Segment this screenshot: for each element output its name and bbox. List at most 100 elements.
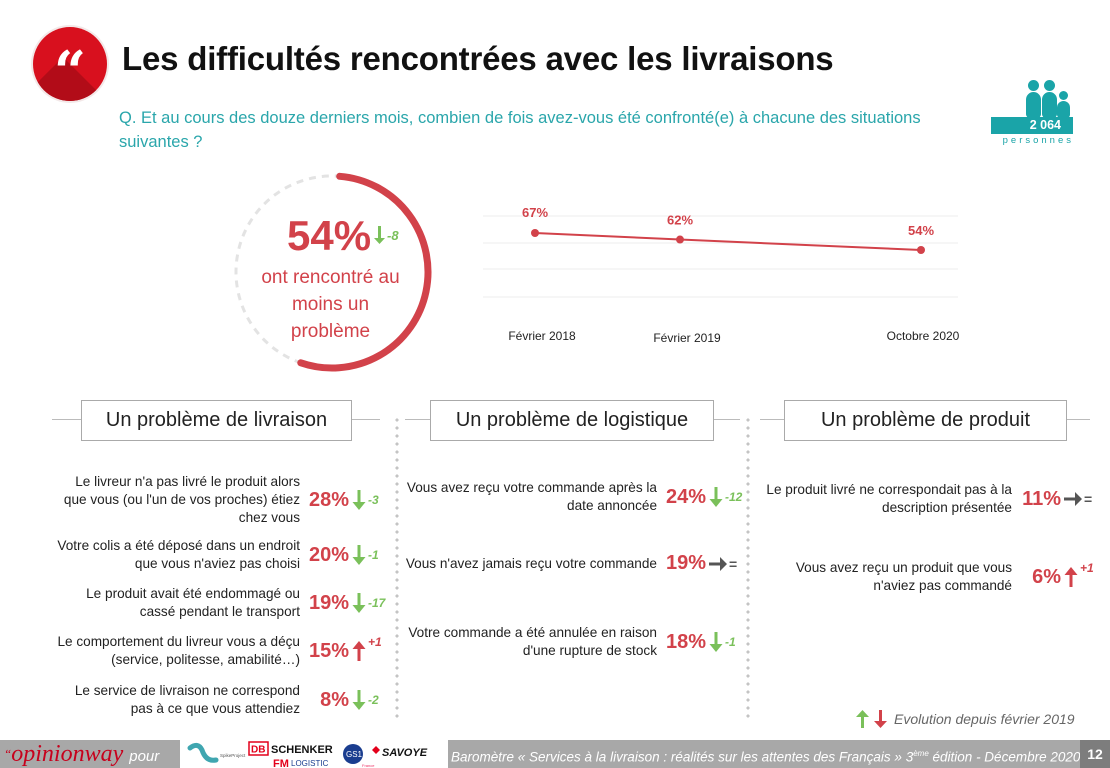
gauge-delta: -8	[373, 225, 399, 245]
gauge-arc	[297, 172, 432, 372]
list-item: Le comportement du livreur vous a déçu (…	[50, 633, 382, 669]
evolution-legend: Evolution depuis février 2019	[855, 709, 1075, 729]
db-logo	[248, 741, 269, 756]
divider	[760, 419, 785, 420]
gs1-france-text: France	[362, 763, 375, 768]
partner-logos-graphic: SpikeProject DB SCHENKER FM LOGISTIC GS1…	[187, 741, 428, 768]
list-item: Le service de livraison ne correspond pa…	[50, 682, 379, 718]
item-delta: -12	[725, 490, 743, 504]
section-title-produit: Un problème de produit	[784, 400, 1067, 441]
item-delta: +1	[368, 635, 382, 649]
arrow-down-icon	[352, 593, 366, 613]
data-label: 67%	[522, 205, 548, 220]
legend-text: Evolution depuis février 2019	[894, 711, 1075, 727]
item-percentage: 18%	[665, 630, 706, 653]
quote-glyph: “	[53, 39, 87, 101]
arrow-right-icon	[709, 556, 727, 571]
arrow-up-icon	[856, 710, 869, 728]
item-label: Vous n'avez jamais reçu votre commande	[405, 555, 657, 571]
x-tick-label: Octobre 2020	[887, 329, 960, 343]
schenker-text: SCHENKER	[271, 744, 333, 756]
arrow-down-icon	[352, 545, 366, 565]
item-percentage: 6%	[1032, 565, 1061, 588]
x-tick-label: Février 2019	[653, 331, 721, 345]
item-percentage: 28%	[308, 488, 349, 511]
respondents-badge: 2 064 personnes	[990, 80, 1074, 146]
section-title-livraison: Un problème de livraison	[81, 400, 352, 441]
savoye-text: SAVOYE	[382, 747, 428, 759]
list-item: Vous avez reçu un produit que vous n'avi…	[760, 559, 1094, 595]
opinionway-logo: “opinionway pour	[4, 741, 160, 767]
gauge-value: 54%	[287, 212, 372, 259]
brand-name: opinionway	[11, 741, 124, 767]
divider	[405, 419, 431, 420]
item-percentage: 19%	[665, 552, 706, 574]
item-label: Vous avez reçu votre commande après la d…	[406, 480, 657, 513]
caption-sup: ème	[913, 749, 929, 758]
page-number: 12	[1080, 740, 1110, 768]
list-item: Le produit livré ne correspondait pas à …	[760, 481, 1092, 517]
arrow-down-icon	[709, 632, 723, 652]
arrow-up-icon	[1064, 567, 1078, 587]
data-point	[531, 229, 539, 237]
spikeproject-logo	[187, 742, 219, 763]
list-item: Vous avez reçu votre commande après la d…	[405, 479, 742, 515]
trend-line-chart: 67% Février 2018 62% Février 2019 54% Octobre…	[483, 205, 960, 345]
divider	[713, 419, 740, 420]
list-item: Le livreur n'a pas livré le produit alor…	[50, 473, 379, 527]
svg-text:GS1: GS1	[346, 750, 363, 759]
respondent-label: personnes	[1002, 135, 1074, 146]
data-point	[917, 246, 925, 254]
arrow-down-icon	[874, 710, 887, 728]
footer-caption: Baromètre « Services à la livraison : ré…	[448, 740, 1080, 768]
savoye-icon	[372, 746, 380, 754]
item-label: Le livreur n'a pas livré le produit alor…	[63, 474, 300, 525]
item-percentage: 24%	[665, 485, 706, 508]
data-label: 54%	[908, 223, 934, 238]
fm-logo: FM	[273, 758, 289, 768]
page-title: Les difficultés rencontrées avec les liv…	[122, 40, 834, 77]
trend-series-line	[534, 232, 922, 251]
caption-text: Baromètre « Services à la livraison : ré…	[451, 749, 914, 765]
logistic-text: LOGISTIC	[291, 759, 329, 768]
item-delta: -17	[368, 596, 386, 610]
arrow-down-icon	[352, 490, 366, 510]
footer-brand-bg	[0, 740, 180, 768]
arrow-down-icon	[374, 226, 385, 244]
list-item: Vous n'avez jamais reçu votre commande 19…	[405, 552, 737, 575]
arrow-down-icon	[709, 487, 723, 507]
item-percentage: 20%	[308, 543, 349, 566]
data-point	[676, 235, 684, 244]
partner-logos: SpikeProject DB SCHENKER FM LOGISTIC GS1…	[180, 740, 448, 768]
item-label: Vous avez reçu un produit que vous n'avi…	[795, 560, 1012, 593]
respondent-count: 2 064	[991, 117, 1073, 134]
gauge-delta-value: -8	[387, 227, 399, 243]
gauge-caption: ont rencontré au moins un problème	[261, 267, 400, 342]
item-delta: -3	[368, 493, 379, 507]
item-delta: -2	[368, 693, 379, 707]
item-percentage: 11%	[1022, 487, 1061, 510]
item-label: Le produit avait été endommagé ou cassé …	[86, 586, 300, 619]
item-label: Le produit livré ne correspondait pas à …	[766, 482, 1012, 515]
caption-text-end: édition - Décembre 2020	[928, 749, 1080, 765]
item-delta: -1	[368, 548, 379, 562]
item-label: Votre colis a été déposé dans un endroit…	[57, 538, 300, 571]
item-label: Le comportement du livreur vous a déçu (…	[57, 634, 300, 667]
item-delta: =	[729, 555, 738, 572]
arrow-up-icon	[352, 641, 366, 661]
divider	[1066, 419, 1090, 420]
divider	[52, 419, 82, 420]
data-label: 62%	[667, 213, 693, 228]
svg-text:DB: DB	[251, 745, 265, 756]
item-percentage: 19%	[308, 591, 349, 614]
gs1-logo	[343, 744, 363, 764]
list-item: Le produit avait été endommagé ou cassé …	[50, 585, 385, 621]
x-tick-label: Février 2018	[508, 329, 576, 343]
arrow-down-icon	[352, 690, 366, 710]
item-label: Le service de livraison ne correspond pa…	[74, 683, 300, 716]
item-delta: -1	[725, 635, 736, 649]
item-delta: =	[1084, 491, 1093, 507]
arrow-right-icon	[1064, 492, 1082, 506]
quote-icon: “	[33, 27, 107, 101]
list-item: Votre colis a été déposé dans un endroit…	[50, 537, 379, 573]
